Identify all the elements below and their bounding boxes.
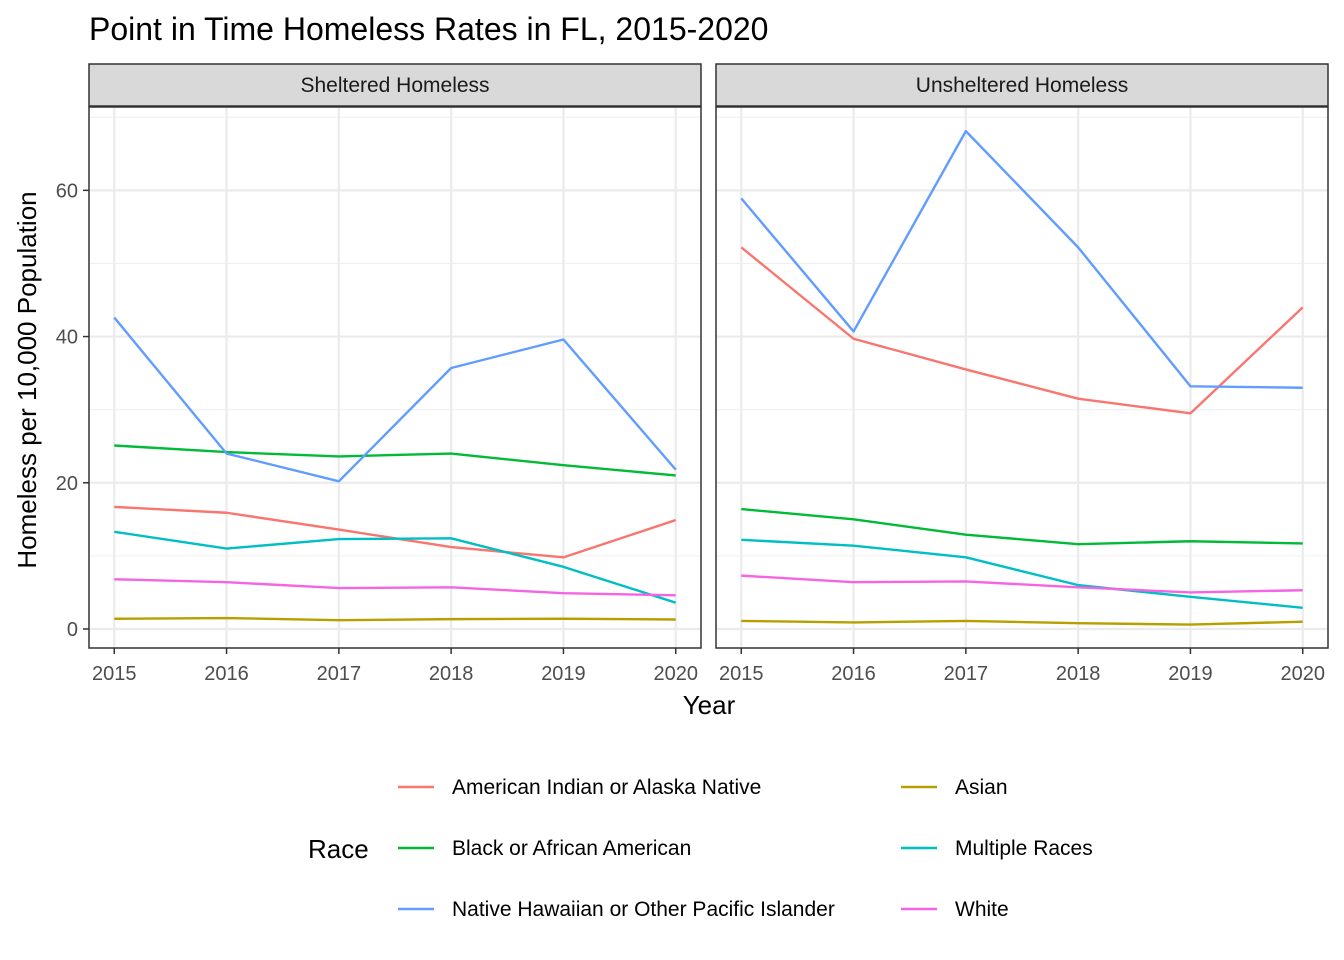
x-tick-label: 2017 — [317, 663, 362, 685]
series-line-multiple-races — [114, 530, 677, 604]
x-axis-ticks: 2015 2016 2017 2018 2019 2020 — [92, 648, 698, 685]
y-axis-title: Homeless per 10,000 Population — [12, 191, 42, 568]
series-line-multiple-races — [741, 538, 1303, 609]
panel-unsheltered-homeless: Unsheltered Homeless 2015 2016 2017 2018 2019… — [715, 63, 1329, 685]
x-tick-label: 2019 — [541, 663, 586, 685]
y-tick-label: 60 — [56, 180, 78, 202]
series-line-american-indian-or-alaska-native — [740, 246, 1304, 415]
y-tick-label: 20 — [56, 473, 78, 495]
legend-item-multiple-races: Multiple Races — [901, 837, 1093, 860]
legend-label: American Indian or Alaska Native — [452, 776, 761, 799]
x-tick-label: 2017 — [944, 663, 989, 685]
panel-background — [89, 107, 701, 648]
legend-item-native-hawaiian-or-other-pacific-islander: Native Hawaiian or Other Pacific Islande… — [398, 898, 835, 921]
series-lines — [740, 129, 1304, 626]
legend-item-american-indian-or-alaska-native: American Indian or Alaska Native — [398, 776, 761, 799]
legend-items: American Indian or Alaska Native Asian Bla… — [398, 776, 1093, 921]
x-tick-label: 2016 — [204, 663, 249, 685]
panel-background — [716, 107, 1328, 648]
y-axis-ticks: 0 20 40 60 — [56, 180, 89, 641]
legend-label: Multiple Races — [955, 837, 1093, 860]
strip-background — [88, 63, 702, 107]
legend-item-white: White — [901, 898, 1009, 921]
legend-title: Race — [308, 834, 369, 864]
x-tick-label: 2019 — [1168, 663, 1213, 685]
x-tick-label: 2020 — [653, 663, 698, 685]
series-line-black-or-african-american — [741, 507, 1303, 546]
legend: Race American Indian or Alaska Native Asi… — [308, 776, 1093, 921]
panel-border — [88, 106, 702, 649]
x-tick-label: 2015 — [92, 663, 137, 685]
strip-label: Unsheltered Homeless — [916, 74, 1128, 97]
x-tick-label: 2016 — [831, 663, 876, 685]
chart-title: Point in Time Homeless Rates in FL, 2015… — [89, 11, 768, 47]
minor-gridlines — [716, 116, 1328, 557]
panel-border — [715, 106, 1329, 649]
series-line-native-hawaiian-or-other-pacific-islander — [113, 316, 677, 483]
y-tick-label: 40 — [56, 327, 78, 349]
series-line-asian — [114, 616, 676, 622]
series-lines — [113, 316, 677, 622]
legend-label: Black or African American — [452, 837, 691, 860]
x-axis-ticks: 2015 2016 2017 2018 2019 2020 — [719, 648, 1325, 685]
x-axis-title: Year — [683, 690, 736, 720]
x-tick-label: 2020 — [1280, 663, 1325, 685]
series-line-white — [114, 578, 676, 597]
series-line-black-or-african-american — [114, 444, 676, 477]
series-line-white — [741, 574, 1303, 594]
x-tick-label: 2015 — [719, 663, 764, 685]
strip-background — [715, 63, 1329, 107]
y-tick-label: 0 — [67, 619, 78, 641]
legend-label: Asian — [955, 776, 1008, 799]
strip-label: Sheltered Homeless — [300, 74, 489, 97]
x-tick-label: 2018 — [1056, 663, 1101, 685]
legend-item-black-or-african-american: Black or African American — [398, 837, 691, 860]
series-line-native-hawaiian-or-other-pacific-islander — [740, 129, 1303, 389]
series-line-asian — [741, 619, 1303, 626]
legend-item-asian: Asian — [901, 776, 1008, 799]
legend-label: White — [955, 898, 1009, 921]
legend-label: Native Hawaiian or Other Pacific Islande… — [452, 898, 835, 921]
x-tick-label: 2018 — [429, 663, 474, 685]
